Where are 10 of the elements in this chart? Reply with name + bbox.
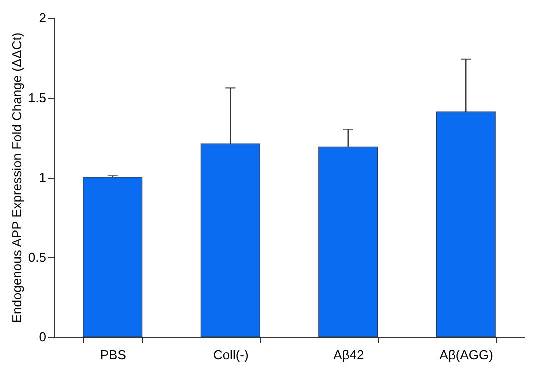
x-tick-label: PBS xyxy=(100,348,127,362)
y-tick-label: 1.5 xyxy=(28,90,46,106)
x-tick-label: Aβ(AGG) xyxy=(440,348,494,362)
x-tick-label: Coll(-) xyxy=(213,348,249,362)
y-tick-label: 0.5 xyxy=(28,250,46,265)
y-tick-label: 2 xyxy=(39,10,46,26)
y-axis-title: Endogenous APP Expression Fold Change (ΔΔCt) xyxy=(9,32,24,324)
y-tick-label: 1 xyxy=(39,170,46,185)
x-tick-label: Aβ42 xyxy=(334,348,364,362)
y-tick-label: 0 xyxy=(39,330,46,344)
